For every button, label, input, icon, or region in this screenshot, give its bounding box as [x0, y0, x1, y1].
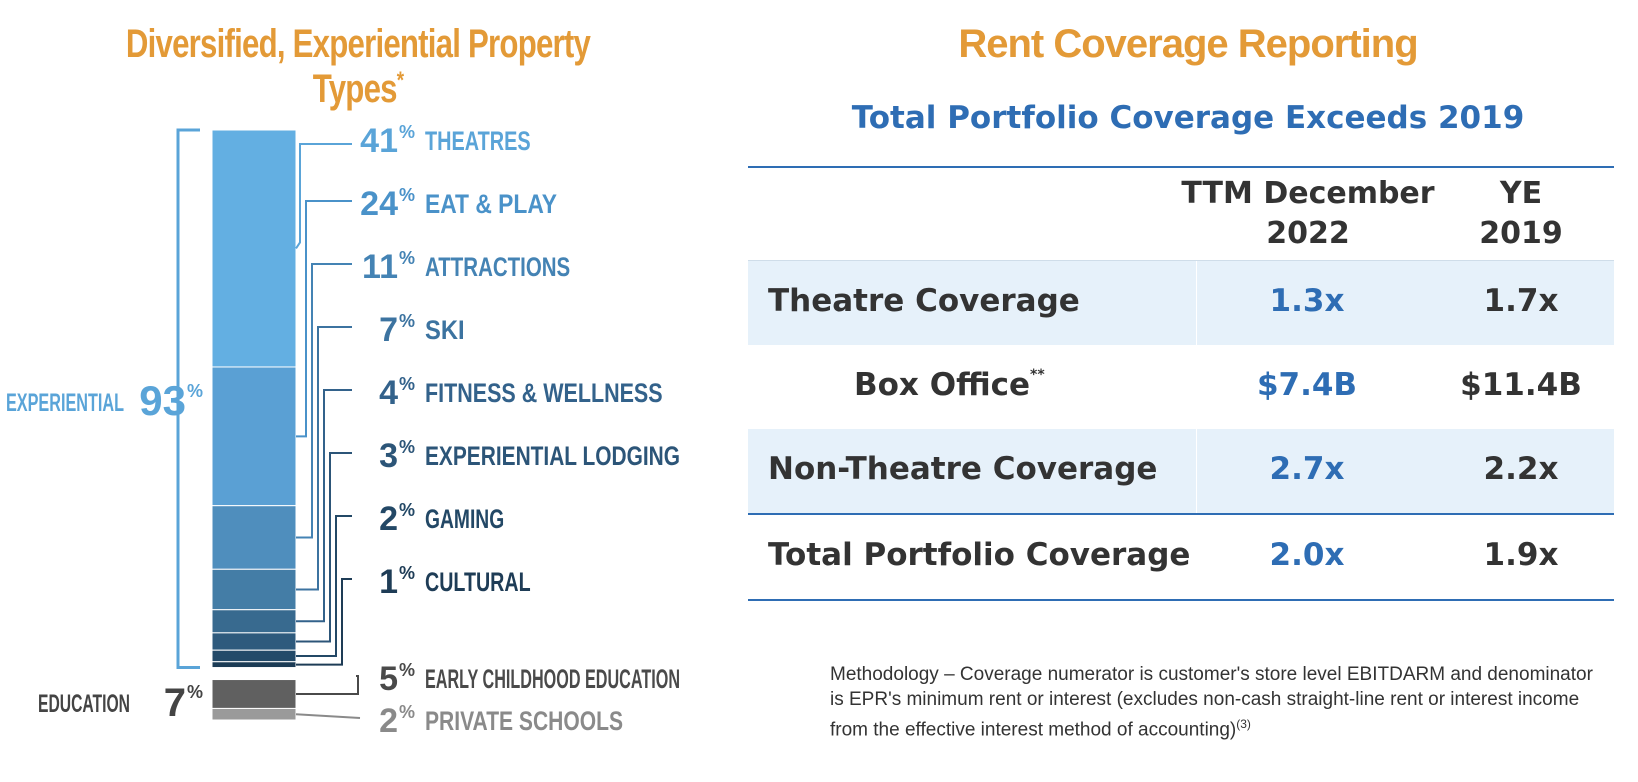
footnote-reference: (3) [1236, 717, 1251, 731]
segment-percent-cultural: 1 [379, 563, 398, 601]
connector-line-ski [296, 326, 352, 591]
segment-label-private-schools: PRIVATE SCHOOLS [425, 706, 623, 736]
box-office-footnote-mark: ** [1030, 367, 1045, 383]
bar-segment-theatres [211, 129, 297, 368]
bar-segment-eat-play [211, 366, 297, 507]
segment-percent-eat-play: 24 [360, 185, 398, 223]
segment-label-attractions: ATTRACTIONS [425, 252, 570, 282]
segment-label-theatres: THEATRES [425, 126, 531, 156]
segment-percent-sign: % [399, 374, 415, 394]
segment-label-eat-play: EAT & PLAY [425, 189, 557, 219]
connector-line-attractions [296, 263, 352, 539]
segment-percent-sign: % [399, 660, 415, 680]
segment-label-early-childhood-education: EARLY CHILDHOOD EDUCATION [425, 664, 680, 694]
ttm-value: 2.0x [1269, 537, 1345, 573]
group-percent-sign: % [187, 682, 203, 702]
segment-label-experiential-lodging: EXPERIENTIAL LODGING [425, 441, 680, 471]
segment-percent-sign: % [399, 248, 415, 268]
segment-percent-sign: % [399, 702, 415, 722]
segment-percent-experiential-lodging: 3 [379, 437, 398, 475]
col-header-ye: YE 2019 [1479, 176, 1563, 251]
connector-line-cultural [296, 578, 352, 666]
segment-label-gaming: GAMING [425, 504, 504, 534]
col-header-ttm: TTM December 2022 [1181, 176, 1435, 251]
connector-line-gaming [296, 515, 352, 657]
segment-percent-sign: % [399, 437, 415, 457]
segment-percent-theatres: 41 [360, 122, 398, 160]
row-label: Non-Theatre Coverage [768, 451, 1158, 487]
segment-percent-sign: % [399, 122, 415, 142]
methodology-footnote: Methodology – Coverage numerator is cust… [830, 664, 1593, 741]
group-percent-sign: % [187, 381, 203, 401]
row-label: Box Office** [854, 367, 1045, 403]
bar-segment-fitness-wellness [211, 609, 297, 634]
table-row-total-portfolio-coverage: Total Portfolio Coverage 2.0x 1.9x [748, 513, 1614, 601]
segment-percent-gaming: 2 [379, 500, 398, 538]
group-percent-experiential: 93 [139, 377, 186, 424]
right-title: Rent Coverage Reporting [958, 22, 1418, 66]
table-header-row: TTM December 2022 YE 2019 [748, 166, 1614, 260]
bar-segment-gaming [211, 649, 297, 663]
connector-line-fitness-wellness [296, 389, 352, 623]
segment-percent-private-schools: 2 [379, 702, 398, 740]
segment-percent-attractions: 11 [362, 248, 398, 286]
bar-segment-attractions [211, 505, 297, 570]
table-row-non-theatre-coverage: Non-Theatre Coverage 2.7x 2.2x [748, 429, 1614, 513]
connector-line-early-childhood-education [296, 675, 359, 695]
group-label-education: EDUCATION [38, 690, 130, 718]
table-row-theatre-coverage: Theatre Coverage 1.3x 1.7x [748, 260, 1614, 345]
bar-segment-early-childhood-education [211, 679, 297, 709]
segment-percent-ski: 7 [379, 311, 398, 349]
ye-value: 2.2x [1483, 451, 1559, 487]
segment-percent-early-childhood-education: 5 [379, 660, 398, 698]
group-bracket-experiential [176, 128, 200, 670]
segment-percent-sign: % [399, 563, 415, 583]
row-label: Total Portfolio Coverage [768, 537, 1191, 573]
group-label-experiential: EXPERIENTIAL [6, 389, 124, 417]
left-chart-title: Diversified, Experiential Property Types… [125, 22, 591, 111]
connector-line-experiential-lodging [296, 452, 352, 643]
ttm-value: 2.7x [1269, 451, 1345, 487]
connector-line-private-schools [295, 713, 361, 719]
bar-segment-ski [211, 568, 297, 611]
bar-segment-cultural [211, 661, 297, 669]
ye-value: 1.9x [1483, 537, 1559, 573]
ttm-value: 1.3x [1269, 283, 1345, 319]
coverage-table: TTM December 2022 YE 2019 Theatre Covera… [748, 166, 1614, 601]
segment-percent-sign: % [399, 500, 415, 520]
segment-percent-sign: % [399, 185, 415, 205]
ye-value: $11.4B [1460, 367, 1582, 403]
table-row-box-office: Box Office** $7.4B $11.4B [748, 345, 1614, 429]
segment-label-cultural: CULTURAL [425, 567, 531, 597]
segment-label-fitness-wellness: FITNESS & WELLNESS [425, 378, 663, 408]
bar-segment-private-schools [211, 707, 297, 721]
ttm-value: $7.4B [1256, 367, 1358, 403]
segment-percent-sign: % [399, 311, 415, 331]
ye-value: 1.7x [1483, 283, 1559, 319]
coverage-subtitle: Total Portfolio Coverage Exceeds 2019 [851, 100, 1525, 136]
connector-line-theatres [295, 143, 352, 250]
segment-label-ski: SKI [425, 315, 465, 345]
group-percent-education: 7 [164, 681, 186, 725]
bar-segment-experiential-lodging [211, 632, 297, 651]
title-footnote-mark: * [396, 67, 404, 94]
connector-line-eat-play [296, 200, 352, 438]
row-label: Theatre Coverage [768, 283, 1080, 319]
segment-percent-fitness-wellness: 4 [379, 374, 398, 412]
